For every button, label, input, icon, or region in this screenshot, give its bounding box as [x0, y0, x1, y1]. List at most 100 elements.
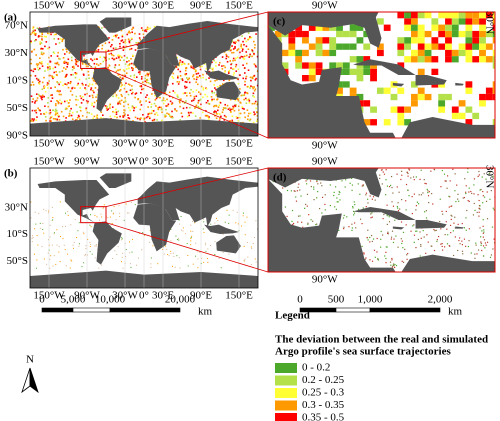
trajectory-dot	[125, 91, 128, 93]
trajectory-dot	[140, 92, 142, 94]
trajectory-dot	[128, 41, 131, 44]
trajectory-dot	[220, 267, 222, 269]
trajectory-dot	[163, 253, 165, 255]
trajectory-dot	[467, 245, 469, 248]
trajectory-dot	[216, 113, 219, 115]
trajectory-dot	[147, 115, 149, 118]
trajectory-dot	[95, 82, 98, 85]
trajectory-dot	[255, 107, 258, 110]
trajectory-dot	[184, 80, 187, 83]
trajectory-dot	[75, 63, 78, 66]
trajectory-dot	[292, 223, 294, 226]
trajectory-dot	[80, 102, 83, 104]
trajectory-dot	[226, 209, 228, 211]
trajectory-dot	[182, 107, 185, 110]
trajectory-dot	[148, 117, 151, 120]
trajectory-dot	[119, 59, 122, 62]
trajectory-dot	[68, 115, 70, 117]
trajectory-dot	[380, 169, 383, 171]
trajectory-dot	[473, 193, 475, 195]
trajectory-dot	[115, 57, 118, 60]
trajectory-cell	[479, 12, 486, 19]
trajectory-cell	[390, 93, 398, 101]
legend-swatch	[275, 388, 297, 398]
trajectory-cell	[417, 49, 425, 57]
trajectory-dot	[213, 105, 215, 108]
trajectory-dot	[393, 265, 395, 267]
trajectory-dot	[400, 238, 402, 240]
trajectory-dot	[167, 113, 170, 115]
trajectory-dot	[420, 237, 422, 239]
trajectory-dot	[197, 72, 200, 75]
trajectory-dot	[454, 173, 456, 175]
trajectory-cell	[431, 43, 439, 50]
trajectory-dot	[120, 239, 122, 241]
trajectory-dot	[239, 112, 242, 115]
trajectory-cell	[479, 56, 486, 63]
trajectory-cell	[342, 62, 350, 69]
trajectory-dot	[35, 93, 38, 96]
trajectory-dot	[298, 183, 300, 185]
trajectory-dot	[52, 67, 54, 70]
bottom-lon-label: 0°	[139, 290, 149, 302]
trajectory-dot	[176, 255, 178, 257]
trajectory-dot	[249, 53, 251, 56]
trajectory-dot	[58, 251, 60, 253]
trajectory-dot	[207, 248, 209, 250]
trajectory-dot	[164, 245, 166, 247]
trajectory-dot	[401, 240, 403, 242]
trajectory-cell	[376, 87, 384, 94]
trajectory-cell	[438, 12, 446, 19]
trajectory-dot	[122, 45, 125, 48]
trajectory-dot	[193, 97, 196, 100]
trajectory-dot	[53, 255, 55, 257]
trajectory-dot	[211, 90, 213, 93]
trajectory-dot	[440, 186, 442, 188]
trajectory-dot	[133, 109, 135, 112]
trajectory-dot	[324, 203, 326, 206]
trajectory-dot	[149, 241, 151, 243]
trajectory-dot	[97, 45, 100, 48]
trajectory-dot	[141, 88, 143, 91]
trajectory-dot	[130, 62, 133, 65]
trajectory-dot	[103, 206, 105, 208]
trajectory-dot	[482, 195, 484, 197]
trajectory-dot	[115, 219, 117, 221]
trajectory-cell	[411, 6, 418, 12]
trajectory-dot	[44, 45, 46, 48]
trajectory-dot	[229, 109, 231, 112]
trajectory-dot	[410, 177, 412, 179]
trajectory-dot	[72, 73, 74, 76]
trajectory-dot	[144, 234, 146, 236]
trajectory-dot	[56, 55, 59, 57]
trajectory-dot	[212, 70, 214, 72]
trajectory-cell	[492, 37, 495, 44]
trajectory-cell	[397, 112, 405, 120]
trajectory-dot	[256, 120, 258, 123]
trajectory-dot	[47, 102, 49, 104]
trajectory-cell	[376, 43, 384, 50]
trajectory-cell	[383, 87, 391, 94]
trajectory-cell	[370, 119, 377, 126]
bottom-lon-label: 90°W	[74, 138, 100, 150]
trajectory-dot	[222, 109, 224, 111]
trajectory-dot	[59, 58, 61, 60]
trajectory-dot	[197, 267, 199, 269]
trajectory-dot	[254, 44, 256, 46]
trajectory-cell	[390, 106, 398, 113]
trajectory-dot	[210, 223, 212, 225]
trajectory-dot	[88, 77, 90, 80]
trajectory-cell	[397, 106, 405, 113]
trajectory-dot	[237, 68, 240, 71]
trajectory-dot	[122, 41, 125, 44]
trajectory-dot	[252, 87, 254, 90]
trajectory-cell	[479, 93, 486, 101]
trajectory-dot	[38, 83, 41, 85]
trajectory-dot	[204, 93, 207, 96]
trajectory-cell	[329, 37, 337, 44]
trajectory-dot	[253, 86, 255, 88]
trajectory-dot	[423, 179, 425, 181]
trajectory-dot	[35, 109, 37, 112]
trajectory-dot	[461, 222, 463, 225]
trajectory-dot	[87, 238, 89, 240]
